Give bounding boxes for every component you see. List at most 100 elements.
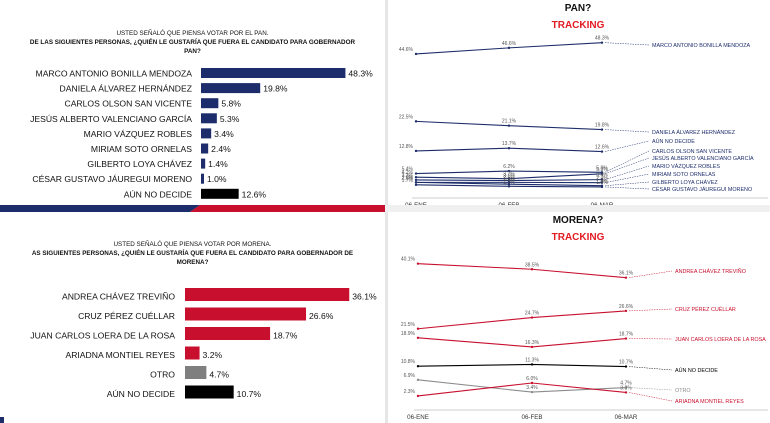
tracking-chart-title: PAN? — [565, 3, 591, 14]
series-name-label: AÚN NO DECIDE — [652, 138, 695, 145]
series-data-label: 1.0% — [596, 180, 608, 186]
series-data-label: 11.3% — [525, 357, 539, 363]
series-data-label: 10.8% — [401, 359, 416, 365]
series-data-label: 5.4% — [402, 167, 414, 173]
series-point — [507, 177, 511, 180]
series-data-label: 6.2% — [503, 164, 515, 170]
series-data-label: 2.5% — [402, 175, 414, 181]
series-leader-line — [628, 270, 673, 278]
series-point — [530, 363, 534, 366]
bar — [201, 158, 206, 169]
bar-category-label: CARLOS OLSON SAN VICENTE — [64, 99, 192, 109]
series-leader-line — [628, 366, 673, 371]
series-line — [417, 382, 627, 397]
series-data-label: 46.6% — [502, 41, 517, 47]
series-data-label: 10.7% — [619, 360, 634, 366]
pan-bar-chart: MARCO ANTONIO BONILLA MENDOZA 48.3% DANIEL… — [30, 68, 373, 199]
bar-value-label: 10.7% — [237, 389, 262, 399]
bar-category-label: DANIELA ÁLVAREZ HERNÁNDEZ — [60, 84, 192, 94]
series-point — [414, 181, 418, 184]
bar-value-label: 36.1% — [352, 292, 377, 302]
corner-logo-mark — [0, 417, 4, 423]
series-data-label: 1.9% — [503, 177, 515, 183]
bar — [185, 366, 207, 379]
series-data-label: 5.3% — [596, 167, 608, 173]
bar-category-label: MIRIAM SOTO ORNELAS — [91, 144, 192, 154]
series-data-label: 36.1% — [619, 271, 634, 277]
series-data-label: 18.7% — [619, 332, 634, 338]
series-data-label: 12.8% — [399, 144, 414, 150]
series-point — [414, 149, 418, 153]
bar-category-label: AÚN NO DECIDE — [107, 389, 176, 399]
bar-category-label: AÚN NO DECIDE — [124, 189, 193, 199]
bar-value-label: 2.4% — [211, 144, 231, 154]
series-name-label: MIRIAM SOTO ORNELAS — [652, 172, 716, 178]
series-point — [507, 183, 511, 186]
tracking-chart-title: MORENA? — [553, 215, 604, 226]
series-name-label: ANDREA CHÁVEZ TREVIÑO — [675, 268, 746, 275]
series-point — [416, 262, 420, 265]
series-data-label: 21.1% — [502, 119, 517, 125]
bar-value-label: 4.7% — [209, 370, 229, 380]
series-line — [417, 337, 627, 348]
bar-value-label: 48.3% — [348, 69, 373, 79]
series-leader-line — [604, 42, 650, 46]
series-leader-line — [604, 129, 650, 133]
series-data-label: 3.4% — [596, 173, 608, 179]
series-point — [600, 128, 604, 131]
series-data-label: 19.8% — [595, 123, 610, 129]
series-data-label: 4.7% — [620, 381, 632, 387]
series-point — [530, 316, 534, 319]
series-data-label: 2.3% — [404, 389, 416, 395]
bar — [185, 288, 350, 301]
pan-tracking-panel: PAN? TRACKING 06-ENE 06-FEB 06-MAR 44.6% 46.6%… — [388, 0, 770, 205]
bar-value-label: 12.6% — [242, 189, 267, 199]
series-data-label: 22.5% — [399, 114, 414, 120]
bar — [201, 83, 261, 94]
bar — [201, 98, 219, 109]
bar-category-label: MARCO ANTONIO BONILLA MENDOZA — [36, 69, 193, 79]
bar — [185, 346, 200, 360]
series-name-label: MARCO ANTONIO BONILLA MENDOZA — [652, 43, 751, 49]
color-strip-decoration — [0, 205, 385, 212]
series-point — [600, 41, 604, 44]
pan-header-line3: PAN? — [184, 48, 201, 55]
series-point — [414, 172, 418, 175]
x-tick-label: 06-ENE — [405, 202, 427, 205]
bar — [201, 68, 346, 78]
series-name-label: ARIADNA MONTIEL REYES — [675, 399, 744, 405]
series-point — [414, 175, 418, 179]
series-name-label: JESÚS ALBERTO VALENCIANO GARCÍA — [652, 155, 754, 162]
series-point — [624, 386, 628, 389]
morena-header-line1: USTED SEÑALÓ QUE PIENSA VOTAR POR MORENA… — [113, 241, 272, 248]
series-name-label: GILBERTO LOYA CHÁVEZ — [652, 179, 718, 186]
bar-value-label: 1.4% — [208, 159, 228, 169]
series-leader-line — [628, 392, 673, 402]
series-point — [530, 268, 534, 271]
series-data-label: 1.4% — [596, 179, 608, 185]
series-name-label: JUAN CARLOS LOERA DE LA ROSA — [675, 337, 766, 343]
panel-divider-horizontal — [0, 205, 770, 212]
series-point — [507, 46, 511, 50]
series-data-label: 1.2% — [503, 179, 515, 185]
series-data-label: 3.7% — [503, 172, 515, 178]
series-line — [417, 310, 627, 330]
series-data-label: 3.3% — [620, 385, 632, 391]
series-leader-line — [604, 186, 650, 190]
series-data-label: 5.8% — [596, 165, 608, 171]
series-point — [624, 337, 628, 340]
bar — [185, 327, 271, 340]
series-point — [600, 178, 604, 181]
bar-value-label: 3.4% — [214, 129, 234, 139]
bar — [201, 113, 217, 124]
morena-header-line2: AS SIGUIENTES PERSONAS, ¿QUIÉN LE GUSTAR… — [31, 250, 354, 257]
bar — [201, 173, 204, 184]
bar-category-label: ARIADNA MONTIEL REYES — [65, 350, 175, 360]
x-tick-label: 06-ENE — [407, 414, 429, 421]
series-data-label: 16.3% — [525, 340, 540, 346]
bar-category-label: ANDREA CHÁVEZ TREVIÑO — [62, 292, 175, 302]
series-point — [530, 381, 534, 385]
bar-category-label: OTRO — [150, 370, 175, 380]
series-data-label: 6.9% — [404, 373, 416, 379]
series-data-label: 2.5% — [402, 175, 414, 181]
